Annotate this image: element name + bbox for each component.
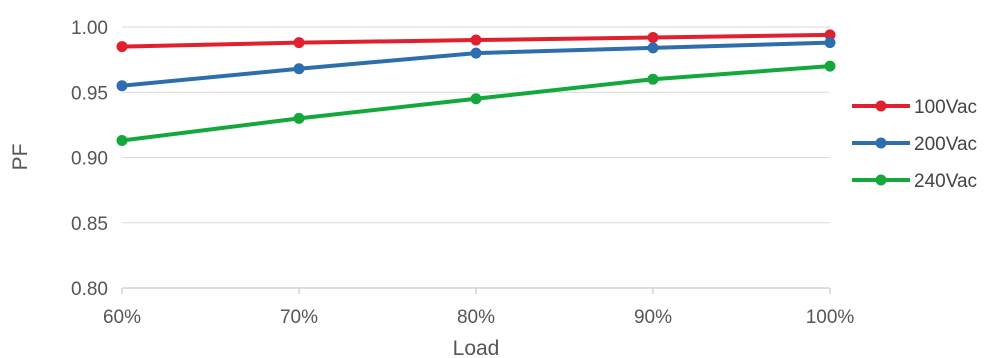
data-point [824, 29, 836, 41]
data-point [647, 31, 659, 43]
data-point [116, 41, 128, 53]
data-point [293, 37, 305, 49]
data-point [116, 80, 128, 92]
y-tick-labels: 0.80 0.85 0.90 0.95 1.00 [71, 18, 108, 300]
legend-entry: 240Vac [852, 171, 977, 192]
x-tick-label: 100% [806, 307, 855, 328]
y-tick-label: 0.85 [71, 214, 108, 235]
y-tick-label: 0.95 [71, 83, 108, 104]
x-tick-labels: 60% 70% 80% 90% 100% [103, 288, 854, 328]
x-tick-label: 60% [103, 307, 141, 328]
data-point [470, 34, 482, 46]
y-axis-label: PF [9, 144, 32, 171]
y-tick-label: 0.90 [71, 149, 108, 170]
y-tick-label: 0.80 [71, 279, 108, 300]
legend-swatch-marker [875, 137, 887, 149]
x-tick-label: 80% [457, 307, 495, 328]
series-lines [116, 29, 836, 147]
data-point [824, 37, 836, 49]
data-point [647, 42, 659, 54]
y-tick-label: 1.00 [71, 18, 108, 39]
legend-entry: 100Vac [852, 97, 977, 118]
legend-swatch-marker [875, 100, 887, 112]
legend: 100Vac 200Vac 240Vac [852, 97, 977, 192]
series-200Vac [116, 37, 836, 92]
data-point [293, 63, 305, 75]
x-tick-label: 90% [634, 307, 672, 328]
data-point [647, 73, 659, 85]
data-point [116, 135, 128, 147]
legend-swatch-marker [875, 174, 887, 186]
x-axis-label: Load [453, 337, 500, 358]
series-240Vac [116, 60, 836, 147]
legend-label: 100Vac [914, 97, 977, 118]
legend-label: 200Vac [914, 134, 977, 155]
data-point [470, 93, 482, 105]
legend-entry: 200Vac [852, 134, 977, 155]
data-point [470, 47, 482, 59]
gridlines [122, 26, 830, 289]
data-point [824, 60, 836, 72]
legend-label: 240Vac [914, 171, 977, 192]
data-point [293, 112, 305, 124]
series-100Vac [116, 29, 836, 53]
x-tick-label: 70% [280, 307, 318, 328]
